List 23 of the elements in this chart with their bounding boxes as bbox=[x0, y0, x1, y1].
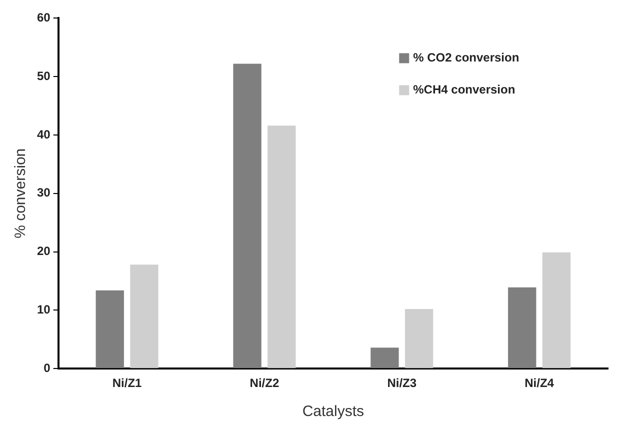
y-tick-label: 40 bbox=[36, 127, 51, 142]
x-tick-label: Ni/Z1 bbox=[112, 376, 142, 390]
legend-label: % CO2 conversion bbox=[413, 50, 520, 65]
y-axis-title: % conversion bbox=[12, 148, 30, 238]
bar bbox=[268, 126, 296, 368]
legend-label: %CH4 conversion bbox=[413, 82, 516, 97]
x-tick-label: Ni/Z3 bbox=[387, 376, 417, 390]
y-tick-label: 60 bbox=[36, 10, 51, 25]
bar bbox=[233, 64, 262, 368]
y-tick-label: 30 bbox=[36, 186, 51, 200]
y-tick-label: 0 bbox=[44, 360, 51, 375]
x-tick-label: Ni/Z2 bbox=[250, 376, 280, 390]
x-tick-label: Ni/Z4 bbox=[524, 376, 554, 390]
bar bbox=[508, 287, 536, 368]
x-axis-title: Catalysts bbox=[302, 403, 364, 420]
bar bbox=[542, 252, 571, 368]
y-tick-label: 10 bbox=[36, 302, 51, 317]
bar bbox=[96, 290, 124, 368]
bar bbox=[370, 348, 399, 368]
bar bbox=[130, 264, 158, 368]
y-tick-label: 50 bbox=[36, 68, 51, 83]
y-tick-label: 20 bbox=[36, 244, 51, 258]
bar bbox=[404, 309, 434, 368]
